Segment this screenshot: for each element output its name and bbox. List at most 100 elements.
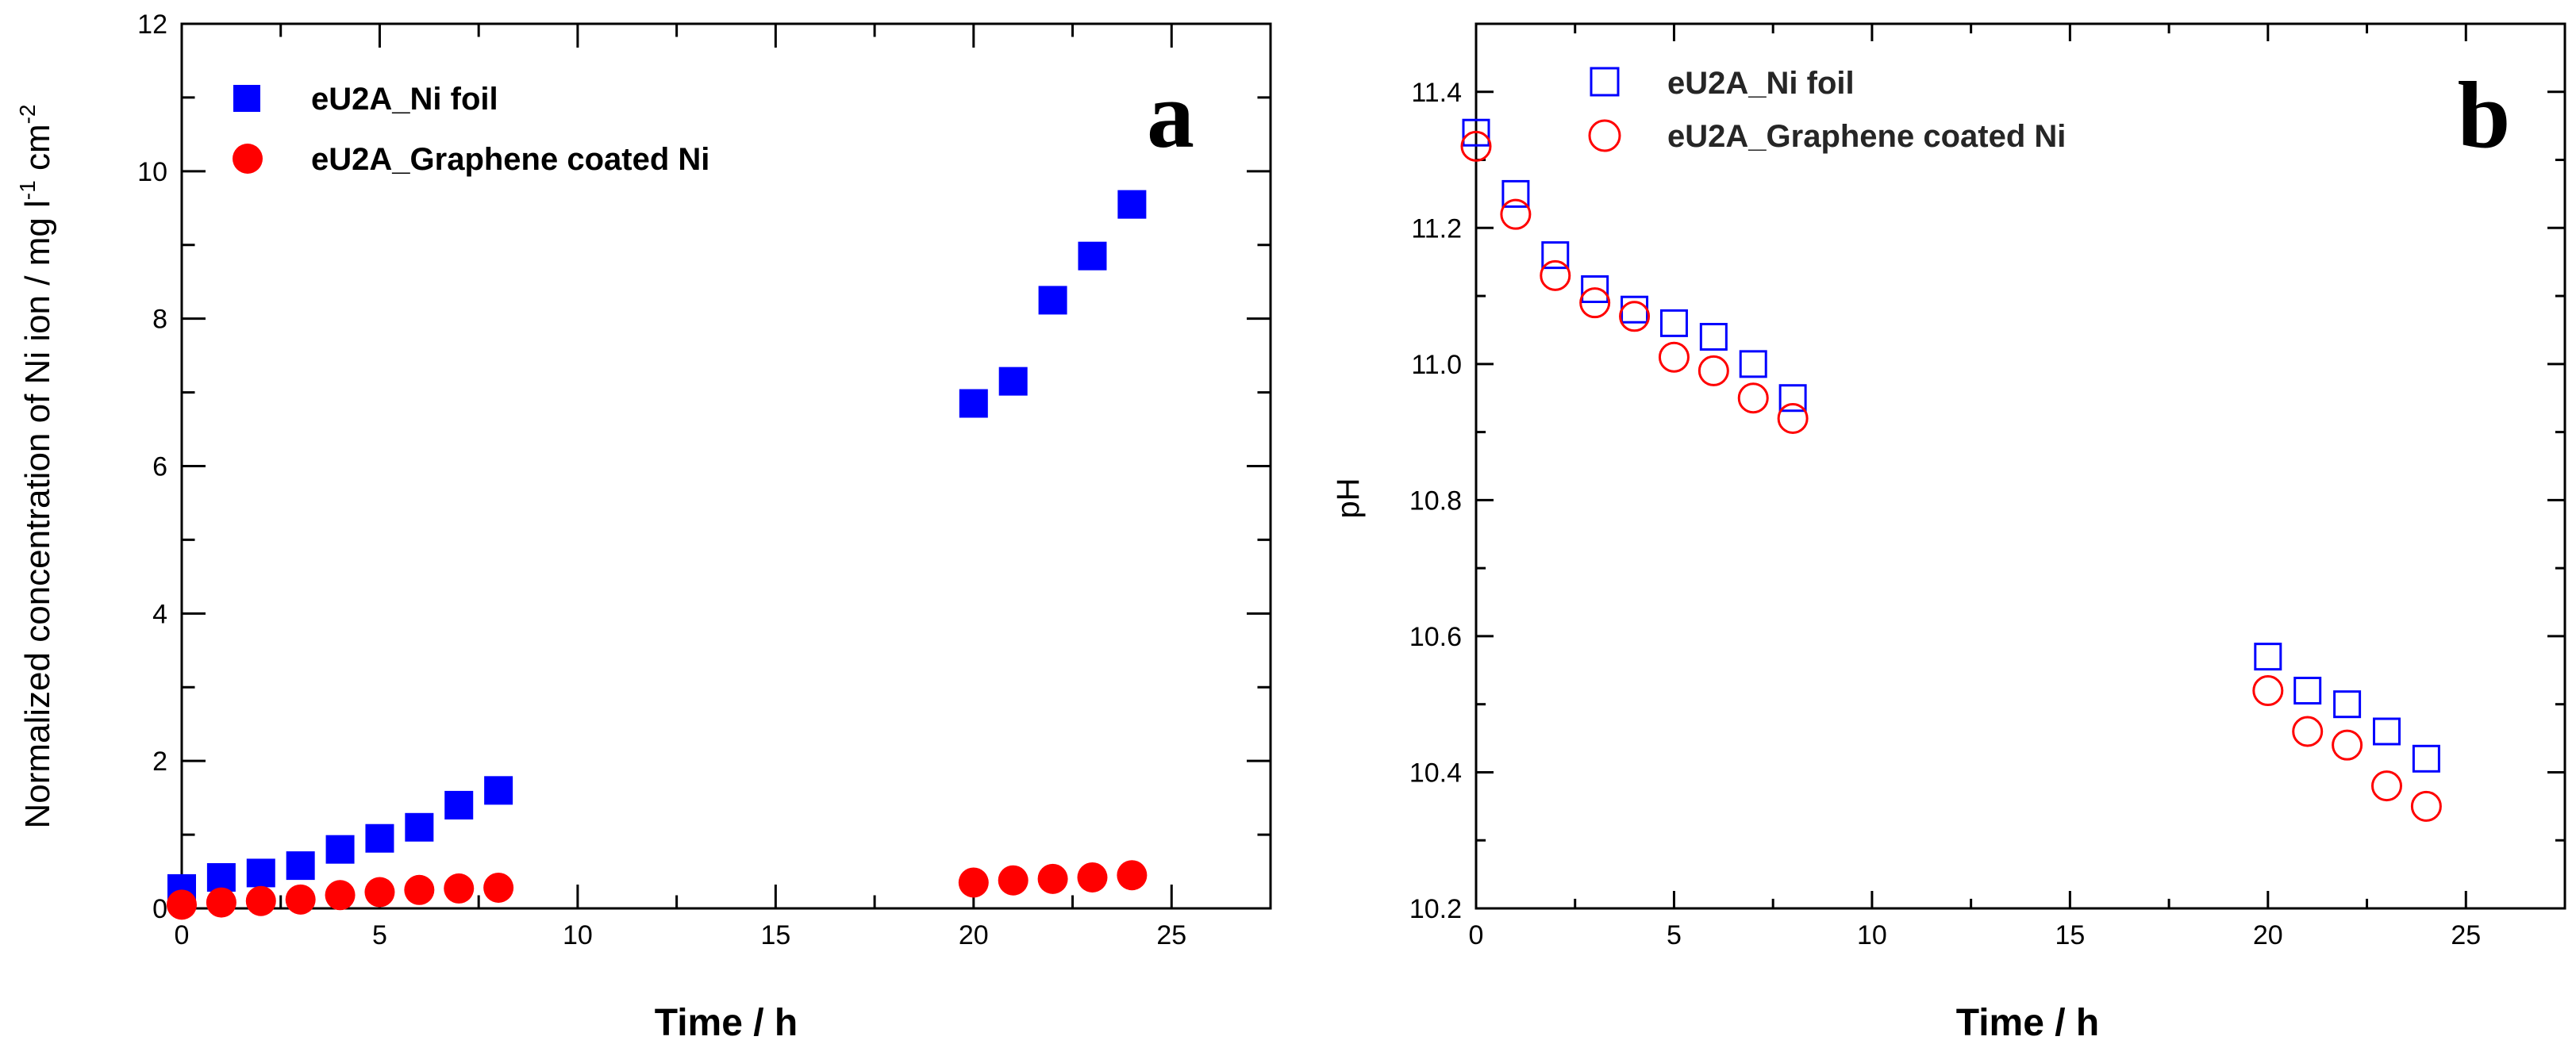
panel-a-legend-marker-ni-foil [233,85,260,112]
data-point-graphene [167,889,197,920]
y-tick-label: 10 [137,157,167,187]
data-point-ni-foil [2372,717,2401,746]
data-point-graphene [1460,130,1492,162]
panel-a-chart: 0 5 10 15 20 25 0 2 4 6 8 10 12 Normalized concentra… [15,10,1272,1044]
data-point-ni-foil [246,858,275,888]
y-tick-label: 12 [137,10,167,40]
x-tick-label: 15 [2055,920,2085,950]
panel-a-legend-marker-graphene [233,144,263,174]
data-point-ni-foil [2254,643,2282,671]
y-tick-label: 8 [152,305,167,335]
panel-b-chart: 0 5 10 15 20 25 10.2 10.4 10.6 10.8 11.0 11.2 11.4 p… [1331,22,2566,1044]
data-point-graphene [2370,770,2402,802]
data-point-graphene [1737,382,1769,414]
panel-a-legend-label-graphene: eU2A_Graphene coated Ni [311,142,709,177]
data-point-graphene [1777,402,1809,434]
data-point-ni-foil [444,790,474,820]
y-tick-label: 11.4 [1411,78,1462,108]
data-point-ni-foil [286,851,315,881]
data-point-ni-foil [2293,677,2322,705]
data-point-graphene [325,880,356,911]
data-point-graphene [1697,355,1729,386]
x-tick-label: 25 [1156,920,1186,950]
data-point-ni-foil [2333,690,2362,719]
x-tick-label: 20 [959,920,989,950]
data-point-graphene [1619,301,1651,332]
x-tick-label: 10 [1857,920,1887,950]
y-tick-label: 10.2 [1409,894,1462,924]
panel-b-letter: b [2458,62,2511,167]
panel-b-legend-label-ni-foil: eU2A_Ni foil [1667,66,1855,101]
panel-b-legend-marker-ni-foil [1590,67,1620,97]
data-point-graphene [1540,259,1571,291]
data-point-ni-foil [998,367,1028,396]
data-point-graphene [1117,860,1148,891]
panel-b-ticks: 0 5 10 15 20 25 10.2 10.4 10.6 10.8 11.0 11.2 11.4 [1409,24,2565,950]
data-point-graphene [444,873,475,904]
panel-b-legend: eU2A_Ni foil eU2A_Graphene coated Ni [1588,66,2066,154]
y-tick-label: 4 [152,599,167,629]
data-point-ni-foil [1699,323,1728,351]
data-point-graphene [2252,675,2284,707]
data-point-ni-foil [1117,190,1147,219]
panel-b-x-axis-title: Time / h [1956,1002,2100,1044]
data-point-graphene [404,874,435,905]
x-tick-label: 5 [1667,920,1682,950]
data-point-ni-foil [1581,275,1609,303]
data-point-graphene [1579,287,1611,319]
data-point-ni-foil [1739,350,1767,378]
panel-a-y-axis-title: Normalized concentration of Ni ion / mg … [15,104,57,828]
data-point-graphene [1658,341,1690,373]
data-point-ni-foil [1621,295,1649,324]
data-point-ni-foil [1462,118,1490,147]
panel-b-marks [1460,118,2442,822]
data-point-ni-foil [1078,241,1107,271]
data-point-ni-foil [2412,744,2440,773]
x-tick-label: 20 [2253,920,2283,950]
panel-a-legend: eU2A_Ni foil eU2A_Graphene coated Ni [233,82,709,177]
data-point-graphene [2332,729,2363,761]
panel-b-y-axis-title: pH [1331,478,1366,518]
y-tick-label: 11.0 [1411,350,1462,380]
panel-b-legend-marker-graphene [1588,119,1621,152]
y-tick-label: 10.6 [1409,622,1462,652]
data-point-ni-foil [1778,384,1807,413]
data-point-ni-foil [325,835,355,864]
y-tick-label: 10.4 [1409,758,1462,788]
x-tick-label: 5 [372,920,387,950]
panel-a-x-axis-title: Time / h [655,1002,798,1044]
data-point-graphene [285,884,316,915]
data-point-ni-foil [1659,309,1688,337]
data-point-graphene [1500,198,1532,230]
data-point-ni-foil [959,389,988,418]
x-tick-label: 10 [563,920,593,950]
y-tick-label: 6 [152,452,167,482]
panel-b-frame [1474,22,2566,910]
y-tick-label: 0 [152,894,167,924]
data-point-graphene [958,867,989,898]
x-tick-label: 0 [175,920,190,950]
x-tick-label: 0 [1469,920,1484,950]
data-point-ni-foil [1501,179,1530,208]
data-point-graphene [1037,863,1068,894]
data-point-graphene [1077,862,1108,893]
data-point-graphene [364,877,395,908]
panel-a-letter: a [1147,62,1194,167]
panel-b-legend-label-graphene: eU2A_Graphene coated Ni [1667,119,2066,154]
data-point-graphene [206,887,236,918]
y-tick-label: 11.2 [1411,213,1462,244]
panel-a-legend-label-ni-foil: eU2A_Ni foil [311,82,498,117]
data-point-ni-foil [1541,241,1570,270]
data-point-graphene [483,872,514,903]
data-point-ni-foil [405,812,434,842]
y-tick-label: 2 [152,747,167,777]
x-tick-label: 15 [760,920,790,950]
data-point-graphene [245,885,276,916]
data-point-ni-foil [1038,286,1067,315]
data-point-graphene [2410,790,2442,822]
data-point-graphene [998,865,1028,896]
data-point-ni-foil [484,776,513,805]
data-point-ni-foil [365,823,394,853]
data-point-graphene [2292,716,2324,747]
